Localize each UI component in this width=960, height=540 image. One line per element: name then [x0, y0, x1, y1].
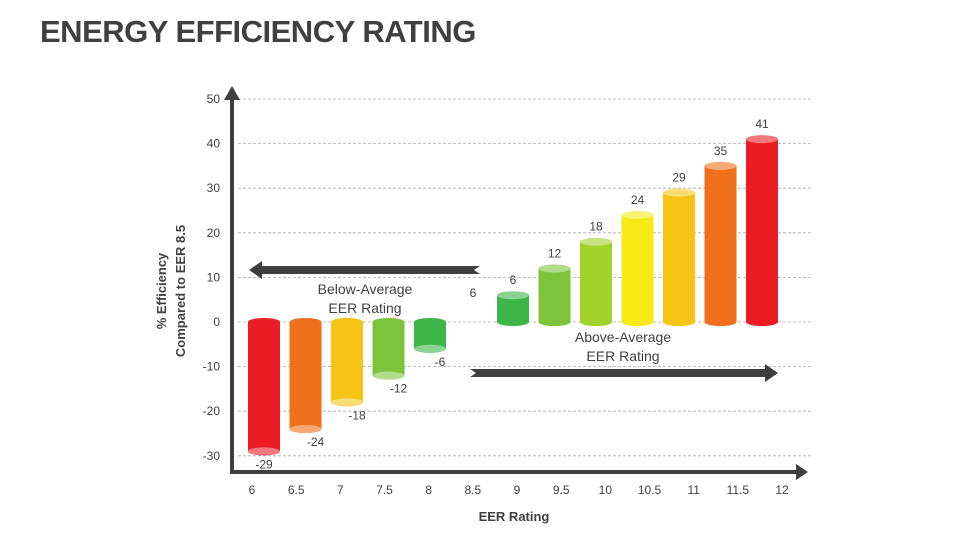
data-label: -12	[390, 382, 408, 396]
y-tick-label: 50	[207, 92, 221, 106]
bar	[746, 139, 778, 322]
y-axis	[230, 96, 234, 474]
bar	[621, 214, 654, 322]
data-label: 18	[589, 220, 603, 234]
x-tick-label: 10	[599, 483, 613, 497]
bar-top	[414, 318, 446, 326]
x-tick-label: 8.5	[465, 483, 482, 497]
bar-top	[289, 318, 322, 326]
data-label: -18	[348, 408, 366, 422]
x-tick-label: 7.5	[376, 483, 393, 497]
bar	[497, 295, 529, 322]
x-tick-label: 11	[687, 483, 700, 497]
bar-cap	[704, 161, 737, 170]
bar-cap	[372, 371, 405, 380]
x-tick-label: 8	[425, 483, 432, 497]
data-label: 12	[548, 246, 562, 260]
data-label: -29	[255, 457, 273, 471]
y-axis-label-line1: % Efficiency	[154, 252, 169, 329]
bar	[331, 322, 363, 403]
bar	[248, 322, 280, 452]
y-tick-label: -20	[203, 404, 221, 418]
y-axis-arrow-icon	[224, 86, 240, 100]
bar-base	[538, 318, 571, 326]
bar-base	[580, 318, 612, 326]
bar	[372, 322, 405, 376]
left-arrow-icon	[249, 261, 480, 279]
y-tick-label: 30	[207, 181, 221, 195]
bar-cap	[663, 188, 695, 197]
data-label: 29	[672, 171, 686, 185]
y-tick-label: 10	[207, 270, 221, 284]
bar	[704, 165, 737, 322]
stray-label: 6	[470, 286, 477, 300]
bar-cap	[248, 447, 280, 456]
y-tick-label: 20	[207, 226, 221, 240]
data-label: -6	[435, 355, 446, 369]
x-tick-label: 7	[337, 483, 344, 497]
x-tick-label: 6	[249, 483, 256, 497]
bar-cap	[289, 425, 322, 434]
bar-base	[663, 318, 695, 326]
below-average-label-line2: EER Rating	[328, 300, 401, 316]
data-label: 6	[510, 273, 517, 287]
bar	[289, 322, 322, 430]
x-tick-label: 12	[775, 483, 789, 497]
data-label: 41	[755, 117, 769, 131]
bar	[580, 241, 612, 322]
bar-cap	[497, 291, 529, 300]
bar-base	[621, 318, 654, 326]
x-axis-label: EER Rating	[479, 509, 550, 524]
bar-cap	[621, 210, 654, 219]
x-tick-label: 9	[514, 483, 521, 497]
data-label: 24	[631, 193, 645, 207]
above-average-label-line2: EER Rating	[586, 348, 659, 364]
bar-cap	[580, 237, 612, 246]
y-tick-label: 0	[213, 315, 220, 329]
bar-cap	[414, 344, 446, 353]
x-axis-arrow-icon	[796, 464, 808, 480]
bar-top	[331, 318, 363, 326]
y-tick-label: -30	[203, 449, 221, 463]
x-tick-label: 10.5	[638, 483, 662, 497]
bar-base	[746, 318, 778, 326]
page-title: ENERGY EFFICIENCY RATING	[40, 14, 476, 49]
bar-cap	[331, 398, 363, 407]
bar	[538, 268, 571, 322]
x-tick-label: 9.5	[553, 483, 570, 497]
bar	[414, 322, 446, 349]
y-tick-label: 40	[207, 137, 221, 151]
x-tick-label: 6.5	[288, 483, 305, 497]
y-tick-label: -10	[203, 360, 221, 374]
bar-top	[372, 318, 405, 326]
bar-cap	[746, 135, 778, 144]
x-tick-label: 11.5	[727, 483, 750, 497]
bar	[663, 192, 695, 322]
right-arrow-icon	[470, 364, 778, 382]
above-average-label-line1: Above-Average	[575, 329, 671, 345]
bar-top	[248, 318, 280, 326]
data-label: -24	[307, 435, 325, 449]
bar-cap	[538, 264, 571, 273]
bar-base	[497, 318, 529, 326]
data-label: 35	[714, 144, 728, 158]
below-average-label-line1: Below-Average	[318, 281, 413, 297]
bar-base	[704, 318, 737, 326]
y-axis-label-line2: Compared to EER 8.5	[173, 225, 188, 357]
x-axis	[230, 470, 798, 474]
